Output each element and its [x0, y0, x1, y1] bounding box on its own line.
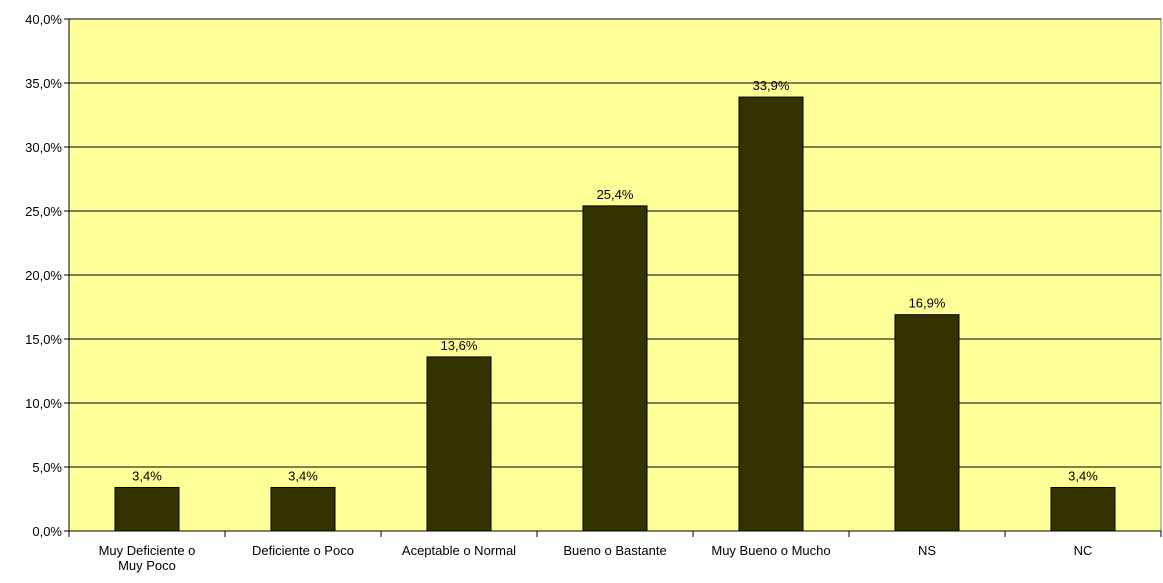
y-tick-label: 20,0% — [25, 268, 62, 283]
y-tick-label: 10,0% — [25, 396, 62, 411]
y-axis-ticks: 0,0% 5,0% 10,0% 15,0% 20,0% 25,0% 30,0% 35,0% 40… — [25, 12, 69, 539]
data-label: 3,4% — [288, 468, 318, 483]
x-category-label: Muy Deficiente o — [99, 543, 196, 558]
bar — [270, 486, 336, 532]
bar — [738, 96, 804, 532]
y-tick-label: 40,0% — [25, 12, 62, 27]
data-labels: 3,4% 3,4% 13,6% 25,4% 33,9% 16,9% 3,4% — [132, 78, 1098, 483]
data-label: 33,9% — [753, 78, 790, 93]
data-label: 3,4% — [132, 468, 162, 483]
bar — [114, 486, 180, 532]
x-category-label: Muy Bueno o Mucho — [711, 543, 830, 558]
bars — [114, 96, 1116, 532]
y-tick-label: 35,0% — [25, 76, 62, 91]
bar — [582, 205, 648, 532]
x-category-label: Bueno o Bastante — [563, 543, 666, 558]
bar — [1050, 486, 1116, 532]
data-label: 3,4% — [1068, 468, 1098, 483]
y-tick-label: 0,0% — [32, 524, 62, 539]
y-tick-label: 15,0% — [25, 332, 62, 347]
data-label: 25,4% — [597, 187, 634, 202]
y-tick-label: 30,0% — [25, 140, 62, 155]
data-label: 16,9% — [909, 296, 946, 311]
x-category-label: NC — [1074, 543, 1093, 558]
x-category-label: Muy Poco — [118, 558, 176, 573]
bar — [894, 314, 960, 532]
y-tick-label: 5,0% — [32, 460, 62, 475]
x-category-label: NS — [918, 543, 936, 558]
y-tick-label: 25,0% — [25, 204, 62, 219]
x-category-label: Deficiente o Poco — [252, 543, 354, 558]
x-category-label: Aceptable o Normal — [402, 543, 516, 558]
bar — [426, 356, 492, 532]
data-label: 13,6% — [441, 338, 478, 353]
